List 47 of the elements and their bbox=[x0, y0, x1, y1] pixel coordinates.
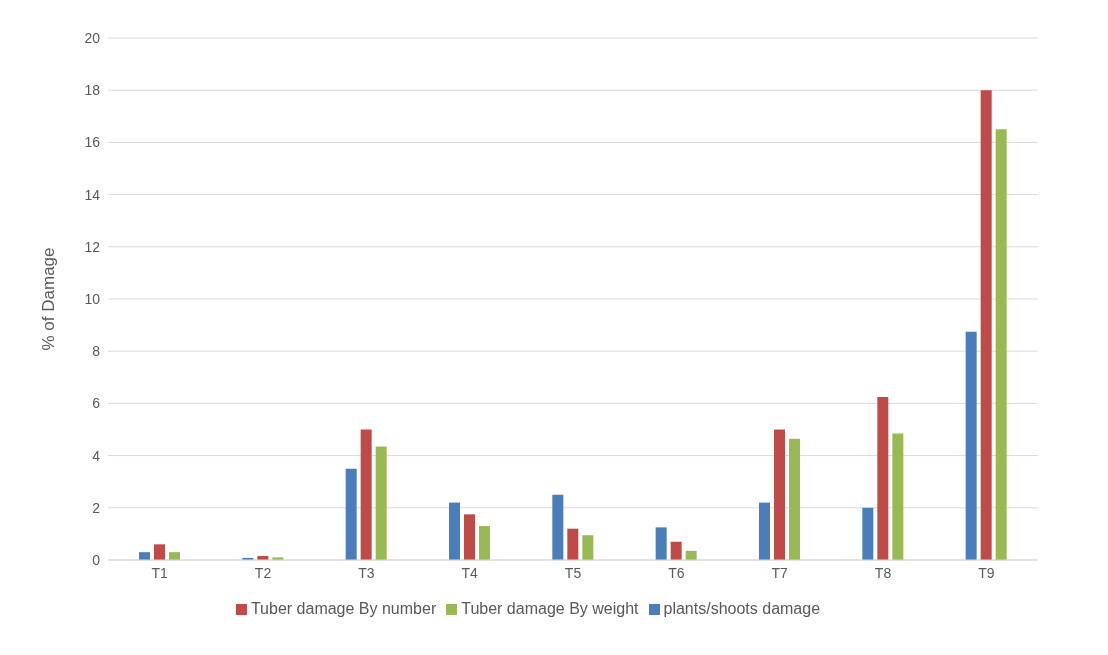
bar bbox=[154, 544, 165, 560]
y-tick-label: 0 bbox=[92, 551, 101, 568]
bar bbox=[789, 438, 800, 560]
bar bbox=[877, 396, 889, 560]
x-tick-label: T8 bbox=[874, 564, 892, 581]
bar bbox=[774, 429, 785, 560]
x-tick-label: T3 bbox=[358, 564, 375, 581]
bar bbox=[862, 507, 874, 560]
y-axis-title: % of Damage bbox=[39, 247, 59, 351]
bar bbox=[360, 429, 372, 560]
bar bbox=[479, 526, 490, 560]
x-tick-label: T5 bbox=[564, 564, 582, 581]
y-tick-label: 2 bbox=[92, 499, 101, 516]
bar bbox=[670, 541, 682, 560]
legend-label: Tuber damage By number bbox=[250, 600, 437, 617]
legend-label: plants/shoots damage bbox=[663, 600, 821, 617]
legend-label: Tuber damage By weight bbox=[461, 600, 639, 617]
bar bbox=[567, 528, 579, 560]
bar bbox=[375, 446, 387, 560]
bar bbox=[449, 502, 460, 560]
bar bbox=[464, 514, 475, 560]
bar bbox=[995, 129, 1007, 560]
x-tick-label: T1 bbox=[151, 564, 169, 581]
bar bbox=[892, 433, 904, 560]
y-tick-label: 4 bbox=[92, 447, 101, 464]
y-tick-label: 20 bbox=[84, 29, 101, 46]
y-tick-label: 12 bbox=[84, 238, 101, 255]
bar bbox=[759, 502, 770, 560]
bar bbox=[552, 494, 564, 560]
x-tick-label: T2 bbox=[254, 564, 272, 581]
bar bbox=[582, 535, 594, 560]
y-tick-label: 18 bbox=[84, 82, 101, 99]
y-tick-label: 6 bbox=[92, 395, 101, 412]
bar bbox=[980, 90, 992, 560]
bar bbox=[965, 331, 977, 560]
bar bbox=[345, 468, 357, 560]
x-tick-label: T9 bbox=[978, 564, 995, 581]
bar bbox=[169, 552, 180, 560]
y-tick-label: 10 bbox=[84, 290, 101, 307]
x-tick-label: T6 bbox=[668, 564, 685, 581]
x-tick-label: T7 bbox=[771, 564, 789, 581]
y-tick-label: 8 bbox=[92, 343, 101, 360]
y-tick-label: 14 bbox=[84, 186, 101, 203]
bar bbox=[139, 552, 150, 560]
x-tick-label: T4 bbox=[461, 564, 479, 581]
bar bbox=[655, 527, 667, 560]
y-tick-label: 16 bbox=[84, 134, 101, 151]
